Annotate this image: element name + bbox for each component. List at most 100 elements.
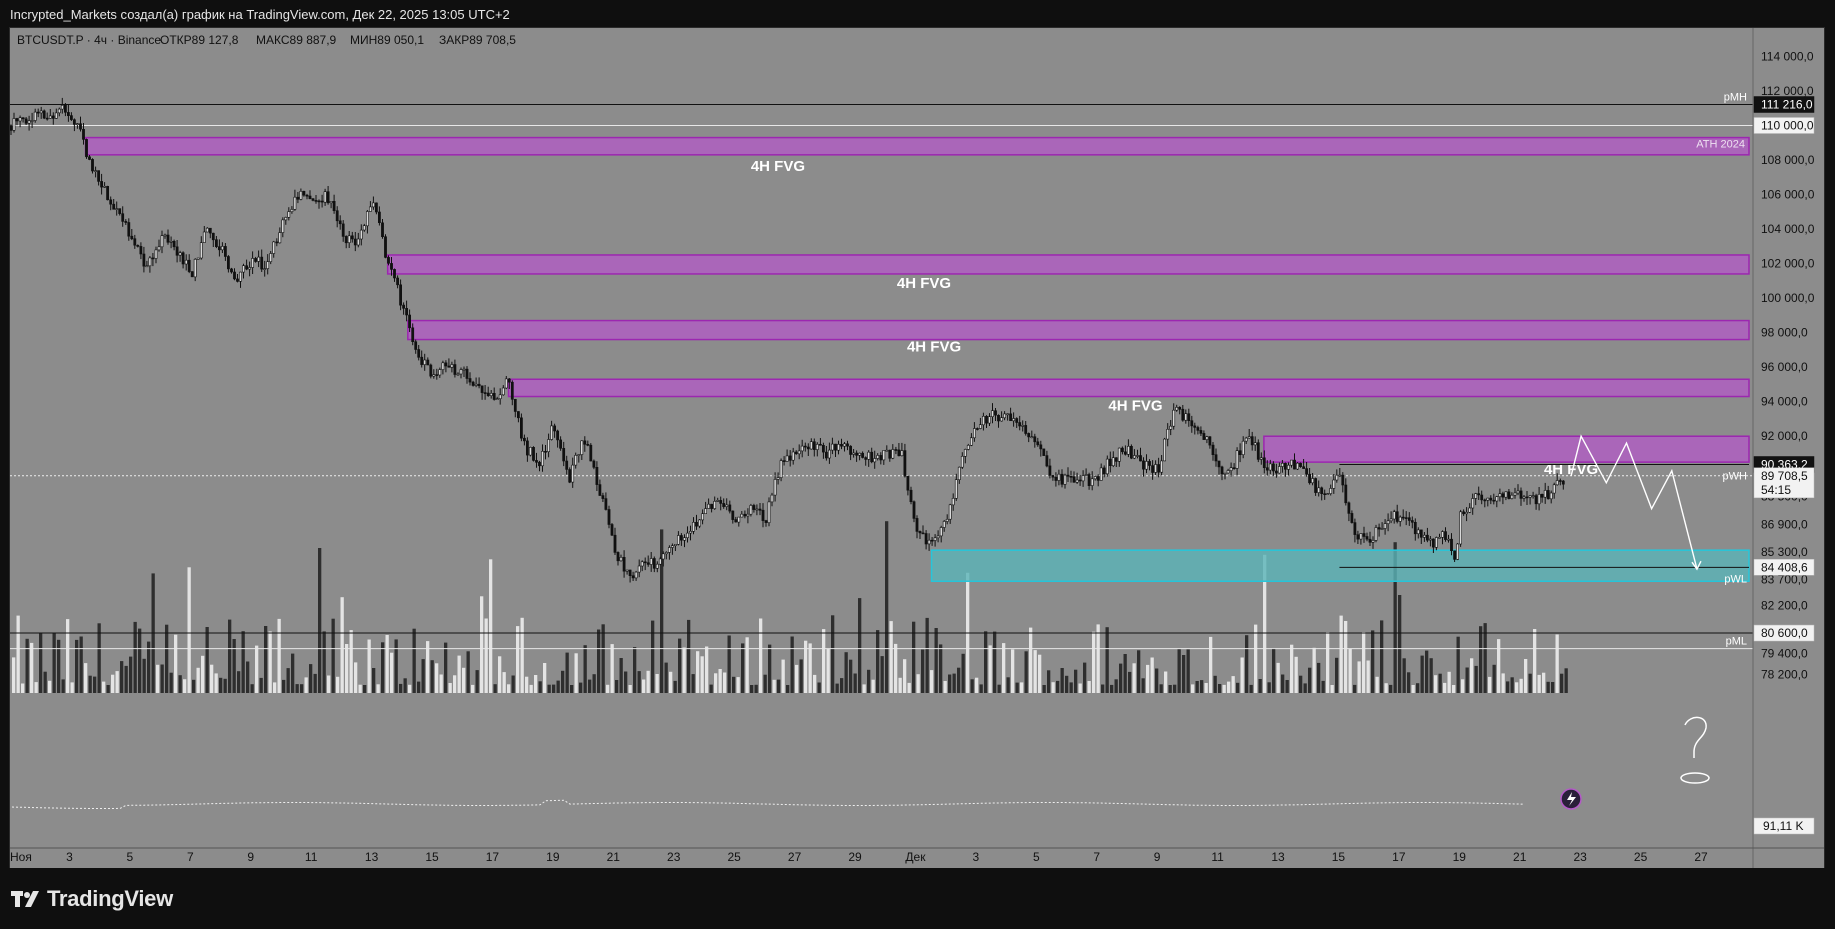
candle-body: [79, 123, 82, 130]
candle-body: [1066, 474, 1070, 477]
volume-bar: [898, 677, 902, 693]
volume-bar: [1029, 627, 1033, 693]
candle-body: [547, 439, 551, 452]
candle-body: [855, 452, 859, 456]
candle-body: [1006, 413, 1010, 416]
candle-body: [254, 258, 258, 262]
candle-body: [1127, 445, 1130, 455]
volume-bar: [1497, 639, 1501, 693]
candle-body: [1383, 523, 1387, 529]
volume-bar: [1443, 682, 1447, 693]
volume-bar: [1416, 683, 1420, 693]
candle-body: [988, 416, 991, 424]
candle-body: [263, 268, 267, 270]
header-bar: Incrypted_Markets создал(а) график на Tr…: [0, 0, 1835, 27]
volume-bar: [84, 663, 88, 693]
fvg-zone: [386, 254, 1750, 275]
price-badge-label: 84 408,6: [1761, 560, 1808, 574]
volume-bar: [457, 655, 461, 693]
candle-body: [1374, 527, 1378, 541]
volume-bar: [268, 631, 272, 693]
price-tick-label: 94 000,0: [1761, 395, 1808, 409]
price-badge: [1753, 96, 1815, 113]
volume-bar: [178, 675, 182, 693]
candle-body: [1030, 436, 1034, 439]
volume-bar: [907, 682, 911, 693]
candle-body: [519, 417, 523, 439]
volume-bar: [1290, 644, 1294, 693]
candle-body: [362, 225, 366, 231]
volume-bar: [1065, 675, 1069, 693]
candle-body: [287, 211, 291, 218]
candle-body: [175, 246, 179, 256]
volume-bar: [88, 675, 92, 693]
candle-body: [806, 446, 810, 450]
tradingview-logo[interactable]: TradingView: [11, 886, 173, 912]
volume-bar: [1434, 675, 1438, 693]
candle-body: [1356, 534, 1360, 540]
price-badge-label: 89 708,5: [1761, 469, 1808, 483]
candle-body: [154, 249, 158, 259]
candle-body: [205, 227, 209, 233]
candle-body: [408, 314, 412, 329]
candle-body: [480, 385, 484, 393]
volume-bar: [444, 642, 448, 693]
candle-body: [187, 259, 191, 272]
candle-body: [516, 411, 520, 419]
candle-body: [1148, 461, 1151, 466]
volume-bar: [358, 684, 362, 693]
candle-body: [423, 359, 427, 365]
volume-bar: [1191, 684, 1195, 693]
price-tick-label: 98 000,0: [1761, 326, 1808, 340]
candle-body: [1507, 491, 1511, 499]
volume-bar: [232, 639, 236, 693]
candle-body: [513, 398, 517, 412]
candle-body: [1021, 425, 1025, 427]
volume-bar: [277, 618, 281, 693]
candle-body: [1513, 492, 1517, 496]
candle-body: [1465, 511, 1469, 515]
time-tick-label: 11: [1211, 850, 1224, 864]
volume-bar: [30, 642, 34, 693]
candle-body: [447, 365, 451, 368]
volume-bar: [1537, 674, 1541, 693]
chart-frame[interactable]: pMH pML 4H FVG ATH 2024 4H FVG 4H FVG 4H FVG 4H…: [9, 27, 1825, 869]
candle-body: [595, 466, 599, 485]
candle-body: [897, 449, 901, 457]
candle-body: [109, 199, 113, 205]
candle-body: [329, 201, 333, 204]
volume-bar: [759, 618, 763, 693]
volume-bar: [552, 684, 556, 693]
volume-bar: [390, 652, 394, 693]
volume-bar: [804, 640, 808, 693]
volume-bar: [1398, 595, 1402, 693]
candle-body: [1419, 529, 1423, 538]
volume-bar: [831, 615, 835, 693]
candle-body: [51, 115, 55, 119]
volume-bar: [480, 596, 484, 693]
candle-body: [338, 220, 342, 225]
volume-ma-line: [11, 799, 1525, 809]
candle-body: [1145, 461, 1148, 470]
candle-body: [1072, 476, 1076, 483]
candle-body: [1410, 520, 1414, 523]
volume-bar: [1042, 685, 1046, 693]
candle-body: [450, 364, 454, 368]
candle-body: [1163, 438, 1167, 462]
candle-body: [411, 327, 415, 342]
volume-bar: [70, 682, 74, 693]
volume-bar: [637, 671, 641, 693]
candle-body: [1048, 465, 1052, 476]
volume-badge-label: 91,11 K: [1763, 819, 1803, 833]
candle-body: [438, 369, 442, 376]
candle-body: [1329, 488, 1333, 494]
volume-bar: [174, 634, 178, 693]
candle-body: [432, 374, 436, 377]
candle-body: [1501, 493, 1505, 498]
candle-body: [359, 229, 363, 240]
candle-body: [260, 256, 264, 270]
candle-body: [1054, 476, 1058, 481]
volume-bar: [439, 674, 443, 693]
volume-bar: [1015, 682, 1019, 693]
